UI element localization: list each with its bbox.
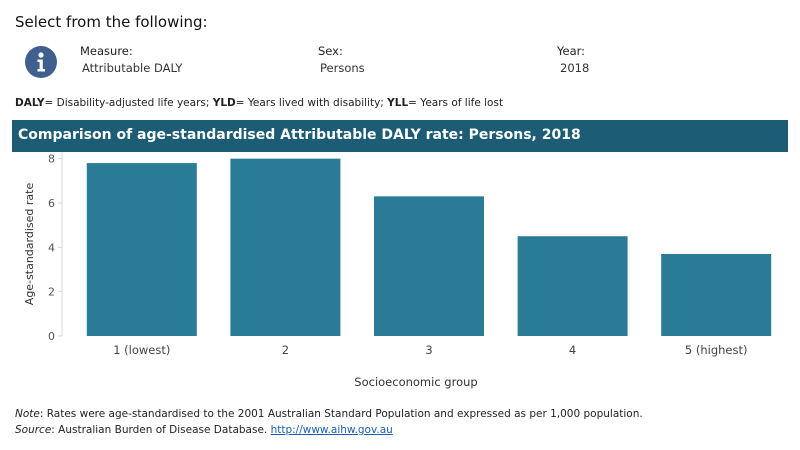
bar bbox=[661, 253, 772, 336]
note-line: Note: Rates were age-standardised to the… bbox=[15, 406, 643, 422]
bar bbox=[86, 163, 197, 336]
legend-text-yll: = Years of life lost bbox=[408, 97, 504, 109]
chart-title: Comparison of age-standardised Attributa… bbox=[18, 127, 581, 143]
filter-measure-value[interactable]: Attributable DALY bbox=[82, 61, 183, 75]
x-tick-label: 5 (highest) bbox=[685, 343, 748, 357]
bar-chart: 0 2 4 6 8 Age-standardised rate 1 (lowest) 2 3 4 5… bbox=[23, 152, 772, 389]
y-tick-label: 0 bbox=[48, 330, 55, 343]
legend-abbr-yll: YLL bbox=[387, 97, 409, 109]
source-label: Source bbox=[15, 424, 52, 436]
note-text: : Rates were age-standardised to the 200… bbox=[39, 408, 643, 420]
bar bbox=[230, 158, 341, 336]
legend-abbr-daly: DALY bbox=[15, 97, 45, 109]
legend-text-yld: = Years lived with disability; bbox=[235, 97, 388, 109]
x-tick-label: 3 bbox=[425, 343, 432, 357]
x-tick-label: 4 bbox=[569, 343, 576, 357]
abbreviation-legend: DALY= Disability-adjusted life years; YL… bbox=[15, 97, 503, 109]
bar bbox=[374, 196, 484, 336]
x-tick-label: 1 (lowest) bbox=[113, 343, 170, 357]
x-axis-title: Socioeconomic group bbox=[354, 375, 477, 389]
info-icon[interactable] bbox=[25, 46, 57, 78]
bar bbox=[517, 236, 628, 336]
x-tick-label: 2 bbox=[282, 343, 289, 357]
filter-year-value[interactable]: 2018 bbox=[560, 61, 590, 75]
source-line: Source: Australian Burden of Disease Dat… bbox=[15, 422, 643, 438]
filter-measure-label: Measure: bbox=[80, 44, 133, 58]
chart-title-bar bbox=[12, 120, 788, 152]
source-text: : Australian Burden of Disease Database. bbox=[51, 424, 271, 436]
y-tick-label: 2 bbox=[48, 286, 55, 299]
page-heading: Select from the following: bbox=[15, 13, 208, 31]
y-tick-label: 4 bbox=[48, 241, 55, 254]
legend-text-daly: = Disability-adjusted life years; bbox=[44, 97, 213, 109]
source-link[interactable]: http://www.aihw.gov.au bbox=[270, 424, 393, 436]
filter-sex-value[interactable]: Persons bbox=[320, 61, 365, 75]
filter-sex-label: Sex: bbox=[318, 44, 343, 58]
filter-year-label: Year: bbox=[557, 44, 586, 58]
footnotes: Note: Rates were age-standardised to the… bbox=[15, 406, 643, 438]
y-tick-label: 6 bbox=[48, 197, 55, 210]
legend-abbr-yld: YLD bbox=[212, 97, 236, 109]
note-label: Note bbox=[15, 408, 40, 420]
y-tick-label: 8 bbox=[48, 153, 55, 166]
y-axis-title: Age-standardised rate bbox=[23, 183, 36, 306]
